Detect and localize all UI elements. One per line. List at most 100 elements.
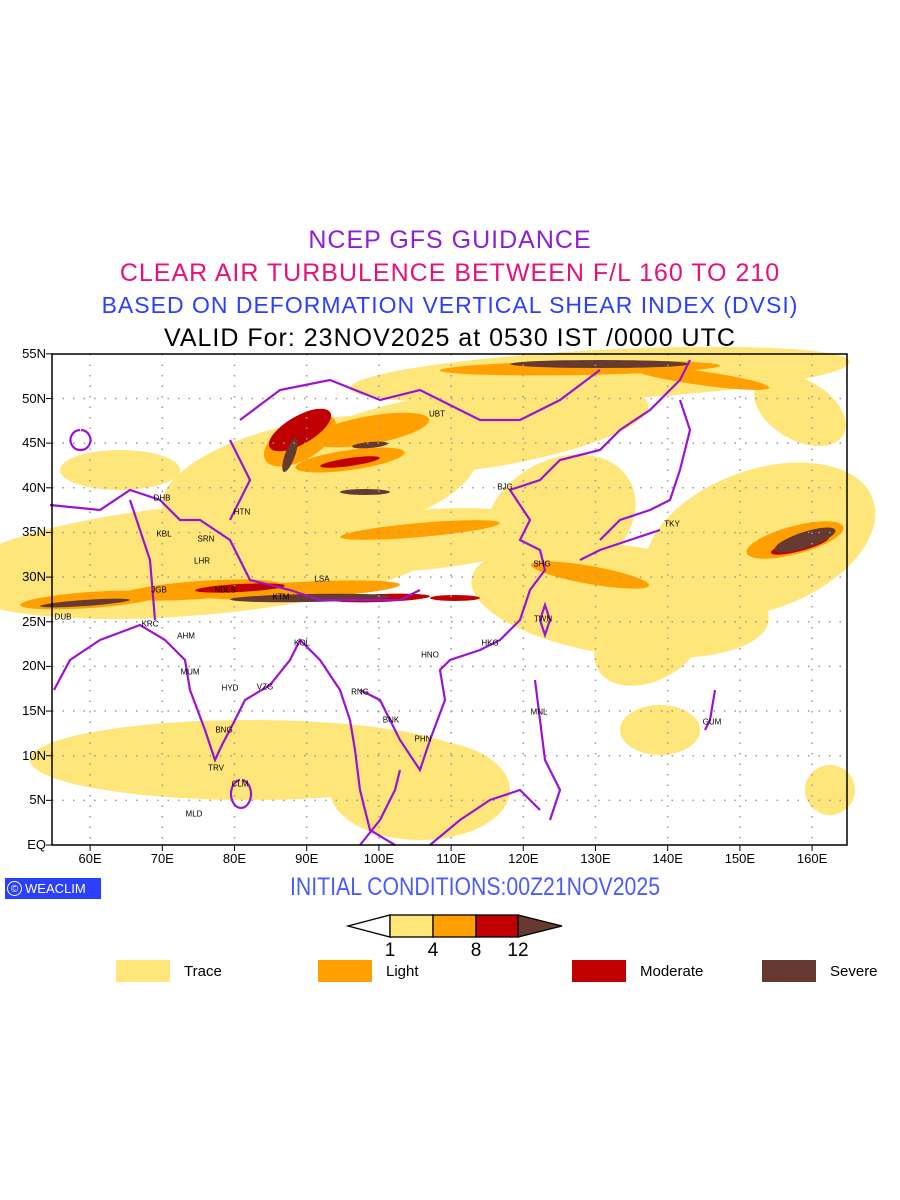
city-label: HTN — [233, 507, 251, 517]
title-guidance: NCEP GFS GUIDANCE — [308, 226, 592, 254]
coastline — [704, 689, 717, 731]
legend-severe: Severe — [762, 960, 878, 982]
city-label: UBT — [429, 409, 445, 419]
city-label: LHR — [193, 556, 211, 566]
city-label: AHM — [177, 631, 195, 641]
lon-label: 140E — [652, 851, 683, 866]
city-label: HYD — [221, 683, 239, 693]
colorbar-label: 4 — [427, 940, 439, 961]
city-label: VZG — [256, 682, 274, 692]
city-label: JGB — [151, 585, 167, 595]
turbulence-area — [310, 412, 430, 448]
coastline — [538, 601, 552, 639]
lat-label: 5N — [29, 792, 46, 808]
lon-label: 90E — [295, 851, 319, 866]
lat-label: EQ — [27, 837, 46, 852]
coastline — [229, 439, 252, 521]
turbulence-area — [530, 561, 650, 589]
lat-label: 40N — [22, 479, 46, 495]
coastline — [359, 769, 402, 846]
legend-swatch — [318, 960, 372, 982]
lat-label: 20N — [22, 658, 46, 674]
turbulence-fields — [0, 346, 876, 840]
coastline — [239, 369, 601, 422]
weaclim-logo: © WEACLIM — [5, 878, 101, 899]
lat-label: 30N — [22, 569, 46, 585]
axis-ticks — [46, 353, 813, 851]
city-label: KBL — [156, 529, 172, 539]
lat-lon-grid — [52, 354, 847, 845]
city-label: SHG — [533, 559, 551, 569]
turbulence-area — [630, 366, 770, 390]
coastline — [579, 528, 661, 561]
lon-label: 100E — [363, 851, 395, 866]
city-label: CLM — [231, 779, 249, 789]
turbulence-area — [40, 598, 130, 608]
city-label: LSA — [314, 574, 330, 584]
city-label: DHB — [153, 493, 171, 503]
coastline — [69, 428, 92, 452]
colorbar-light — [432, 914, 477, 938]
legend-label: Severe — [830, 962, 878, 980]
lon-label: 110E — [436, 851, 466, 866]
turbulence-area — [594, 594, 706, 686]
lon-label: 150E — [724, 851, 756, 866]
lon-label: 160E — [796, 851, 828, 866]
title-method: BASED ON DEFORMATION VERTICAL SHEAR INDE… — [101, 292, 799, 318]
colorbar-label: 8 — [470, 940, 482, 961]
turbulence-area — [320, 456, 380, 468]
lon-label: 120E — [508, 851, 539, 866]
turbulence-area — [510, 360, 690, 368]
city-label: TRV — [208, 763, 224, 773]
city-label: TWN — [533, 614, 553, 624]
legend-swatch — [572, 960, 626, 982]
colorbar — [345, 914, 563, 938]
legend-label: Light — [386, 962, 419, 980]
city-label: KRC — [141, 619, 159, 629]
city-label: KTM — [272, 592, 290, 602]
logo-text: WEACLIM — [25, 881, 86, 896]
turbulence-area — [754, 373, 846, 447]
lat-label: 45N — [22, 435, 46, 451]
turbulence-area — [484, 454, 636, 586]
city-label: MLD — [185, 809, 203, 819]
lon-label: 80E — [222, 851, 247, 866]
legend-moderate: Moderate — [572, 960, 703, 982]
colorbar-under-arrow — [345, 914, 391, 938]
lat-label: 25N — [22, 613, 46, 629]
coastline — [53, 623, 396, 846]
lat-label: 55N — [22, 345, 46, 361]
turbulence-area — [200, 580, 400, 600]
coastline — [429, 788, 541, 846]
city-label: HNO — [421, 650, 439, 660]
colorbar-moderate — [475, 914, 519, 938]
turbulence-area — [350, 346, 850, 404]
coastline — [533, 679, 562, 821]
colorbar-label: 1 — [384, 940, 396, 961]
turbulence-area — [282, 437, 298, 473]
city-label: PHN — [414, 734, 432, 744]
coastline — [128, 499, 157, 621]
lat-label: 10N — [22, 747, 46, 763]
city-label: SRN — [197, 534, 215, 544]
lon-label: 70E — [150, 851, 174, 866]
city-label: BNK — [382, 715, 400, 725]
map-frame — [51, 353, 848, 846]
turbulence-area — [774, 527, 836, 553]
copyright-icon: © — [7, 881, 22, 896]
legend-swatch — [762, 960, 816, 982]
title-valid-time: VALID For: 23NOV2025 at 0530 IST /0000 U… — [164, 324, 736, 352]
coastline — [359, 359, 691, 773]
legend-swatch — [116, 960, 170, 982]
coastlines-borders — [49, 359, 717, 846]
turbulence-area — [340, 520, 500, 540]
city-label: HKG — [481, 638, 499, 648]
turbulence-area — [620, 705, 700, 755]
lat-label: 15N — [22, 703, 46, 719]
initial-conditions: INITIAL CONDITIONS:00Z21NOV2025 — [289, 873, 661, 901]
city-label: BJG — [497, 482, 513, 492]
city-label: DUB — [54, 612, 72, 622]
coastline — [229, 778, 253, 810]
